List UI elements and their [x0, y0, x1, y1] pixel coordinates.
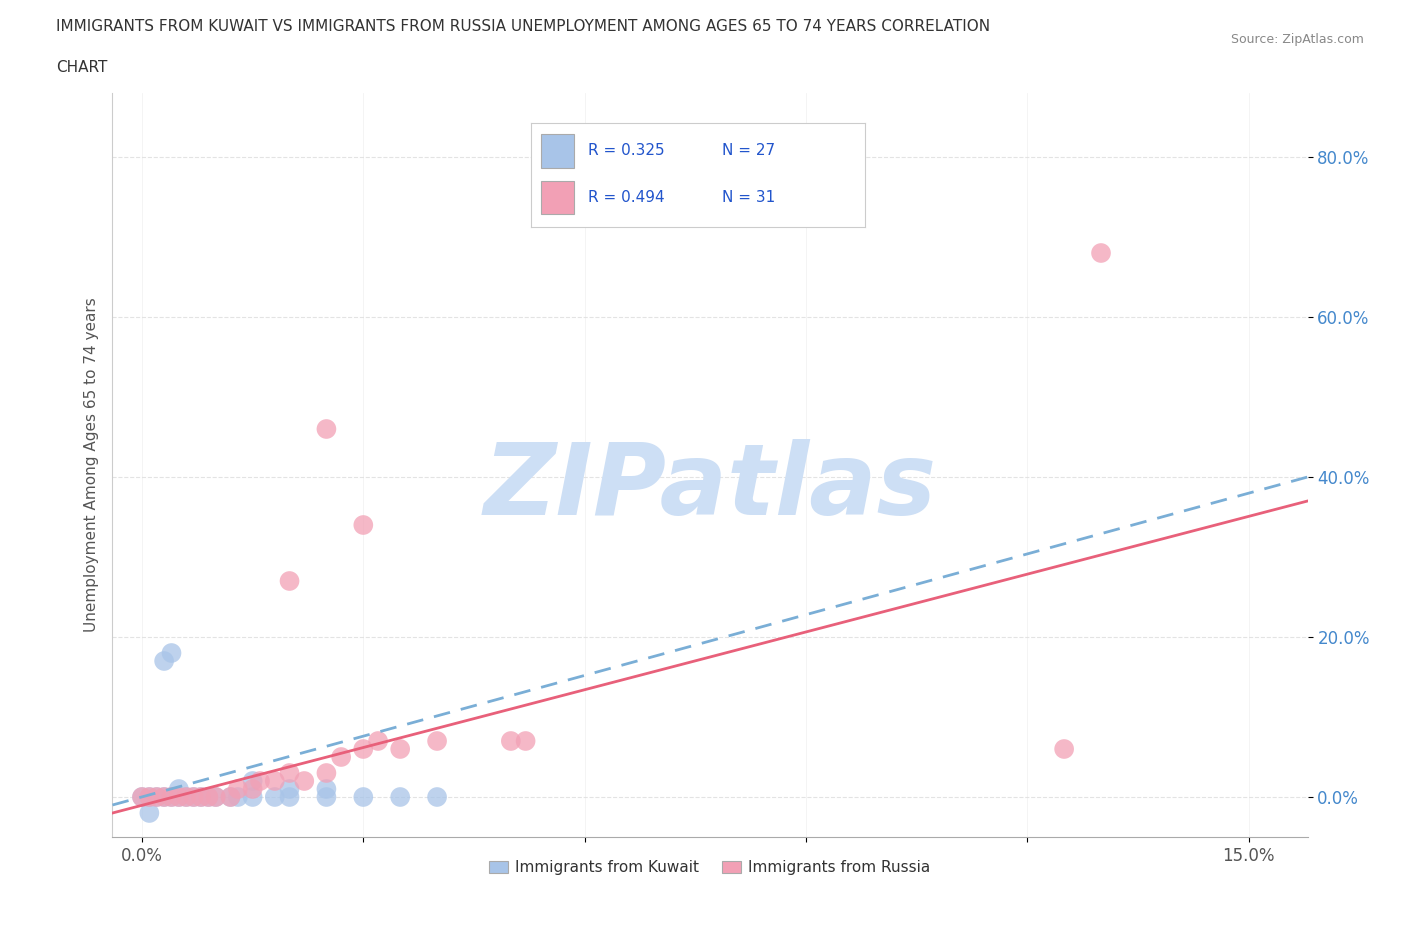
Point	[204, 790, 226, 804]
Text: IMMIGRANTS FROM KUWAIT VS IMMIGRANTS FROM RUSSIA UNEMPLOYMENT AMONG AGES 65 TO 7: IMMIGRANTS FROM KUWAIT VS IMMIGRANTS FRO…	[56, 19, 990, 33]
Point	[153, 654, 176, 669]
Point	[249, 774, 271, 789]
Point	[174, 790, 197, 804]
Point	[367, 734, 389, 749]
Point	[226, 781, 249, 796]
Point	[352, 741, 374, 756]
Point	[219, 790, 242, 804]
Point	[389, 741, 412, 756]
Point	[183, 790, 205, 804]
Point	[131, 790, 153, 804]
Point	[204, 790, 226, 804]
Point	[1053, 741, 1076, 756]
Point	[160, 790, 183, 804]
Point	[153, 790, 176, 804]
Point	[315, 781, 337, 796]
Point	[138, 805, 160, 820]
Point	[160, 645, 183, 660]
Point	[315, 790, 337, 804]
Point	[226, 790, 249, 804]
Point	[352, 518, 374, 533]
Point	[315, 421, 337, 436]
Point	[278, 790, 301, 804]
Point	[167, 790, 190, 804]
Text: CHART: CHART	[56, 60, 108, 75]
Point	[330, 750, 353, 764]
Point	[190, 790, 212, 804]
Point	[278, 574, 301, 589]
Point	[167, 781, 190, 796]
Point	[160, 790, 183, 804]
Point	[426, 734, 449, 749]
Point	[138, 790, 160, 804]
Point	[263, 790, 285, 804]
Point	[1090, 246, 1112, 260]
Point	[278, 765, 301, 780]
Point	[315, 765, 337, 780]
Point	[131, 790, 153, 804]
Point	[389, 790, 412, 804]
Point	[183, 790, 205, 804]
Point	[145, 790, 167, 804]
Legend: Immigrants from Kuwait, Immigrants from Russia: Immigrants from Kuwait, Immigrants from …	[484, 855, 936, 882]
Point	[242, 790, 264, 804]
Text: ZIPatlas: ZIPatlas	[484, 439, 936, 536]
Point	[153, 790, 176, 804]
Point	[426, 790, 449, 804]
Point	[190, 790, 212, 804]
Point	[263, 774, 285, 789]
Point	[515, 734, 537, 749]
Point	[352, 790, 374, 804]
Point	[197, 790, 219, 804]
Text: Source: ZipAtlas.com: Source: ZipAtlas.com	[1230, 33, 1364, 46]
Point	[278, 781, 301, 796]
Y-axis label: Unemployment Among Ages 65 to 74 years: Unemployment Among Ages 65 to 74 years	[83, 298, 98, 632]
Point	[242, 781, 264, 796]
Point	[292, 774, 315, 789]
Point	[145, 790, 167, 804]
Point	[197, 790, 219, 804]
Point	[499, 734, 522, 749]
Point	[167, 790, 190, 804]
Point	[219, 790, 242, 804]
Point	[174, 790, 197, 804]
Point	[242, 774, 264, 789]
Point	[138, 790, 160, 804]
